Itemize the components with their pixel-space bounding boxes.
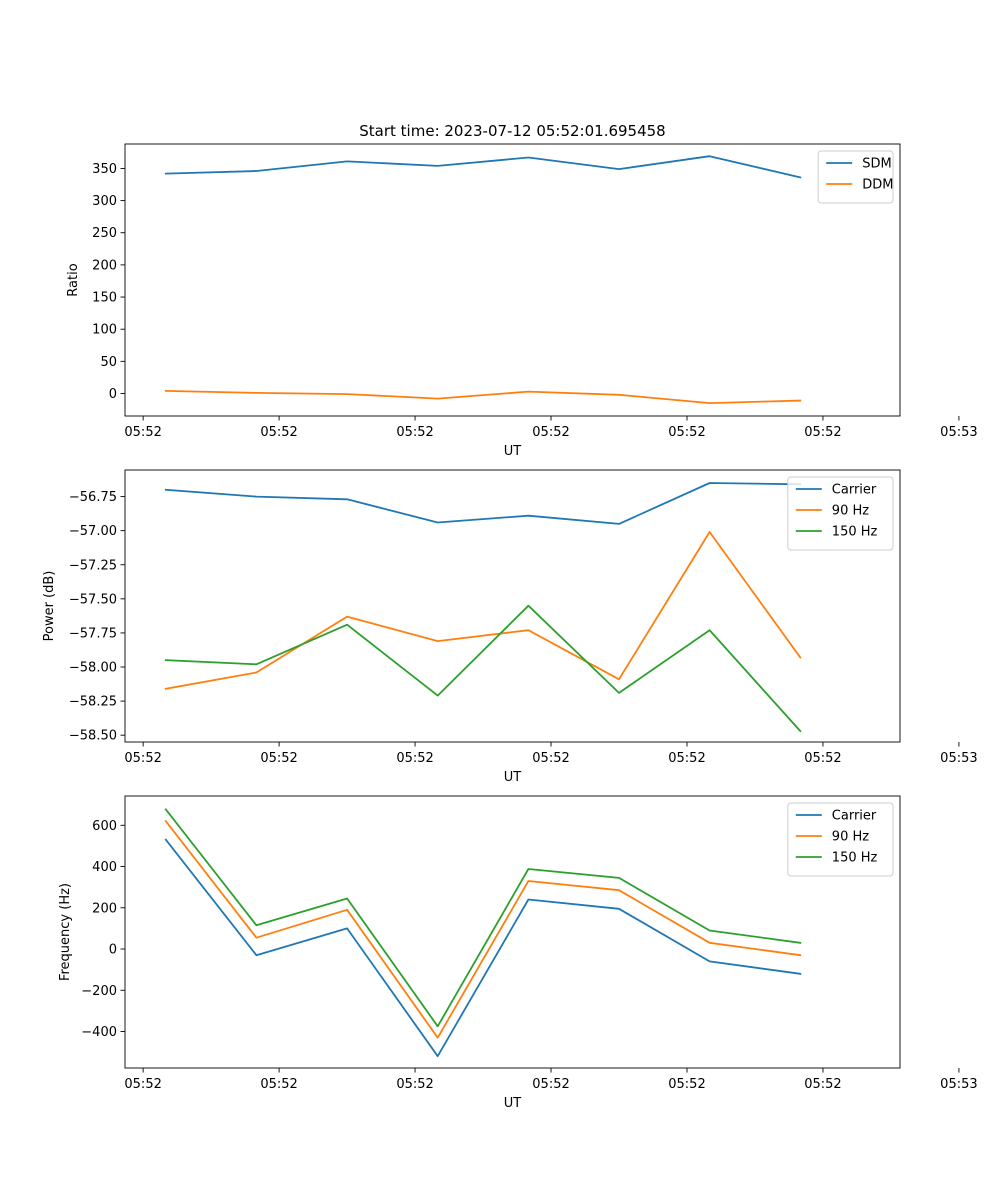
axes-frame (124, 795, 901, 1069)
y-tick-label: 600 (92, 819, 117, 834)
legend-label-90-hz: 90 Hz (832, 504, 869, 519)
legend-box (817, 150, 894, 204)
axes-frame (124, 469, 901, 743)
series-line-carrier (164, 838, 802, 1058)
x-tick-label: 05:52 (260, 1077, 297, 1092)
y-tick-label: 150 (92, 291, 117, 306)
x-tick-label: 05:53 (940, 1077, 977, 1092)
x-tick-label: 05:52 (804, 425, 841, 440)
y-tick-label: −58.50 (69, 729, 117, 744)
y-tick-label: 200 (92, 258, 117, 273)
legend: SDM DDM (817, 150, 894, 204)
x-tick-label: 05:52 (260, 425, 297, 440)
x-tick-label: 05:52 (532, 751, 569, 766)
y-tick-label: −57.50 (69, 592, 117, 607)
x-tick-label: 05:52 (532, 1077, 569, 1092)
x-tick-label: 05:52 (804, 751, 841, 766)
y-axis-label: Power (dB) (42, 571, 57, 642)
series-group (164, 808, 802, 1058)
x-tick-label: 05:52 (396, 425, 433, 440)
subplot-3: 05:52 05:52 05:52 05:52 05:52 05:52 05:53 −400 −… (58, 795, 978, 1111)
series-line-sdm (164, 155, 802, 179)
series-line-90-hz (164, 531, 802, 690)
y-tick-label: 200 (92, 901, 117, 916)
legend-label-carrier: Carrier (832, 809, 877, 824)
legend: Carrier 90 Hz 150 Hz (787, 802, 894, 877)
legend-label-ddm: DDM (862, 178, 893, 193)
y-tick-label: 0 (109, 943, 117, 958)
x-tick-label: 05:52 (396, 751, 433, 766)
y-tick-label: 300 (92, 194, 117, 209)
series-line-ddm (164, 389, 802, 405)
axes-frame (124, 143, 901, 417)
x-axis-label: UT (504, 770, 522, 785)
chart-title: Start time: 2023-07-12 05:52:01.695458 (359, 122, 665, 140)
series-line-90-hz (164, 819, 802, 1039)
y-tick-label: −57.25 (69, 558, 117, 573)
x-tick-label: 05:53 (940, 425, 977, 440)
y-tick-label: −57.75 (69, 626, 117, 641)
x-tick-label: 05:53 (940, 751, 977, 766)
y-tick-label: −400 (81, 1025, 117, 1040)
y-tick-label: 400 (92, 860, 117, 875)
y-tick-label: 50 (100, 355, 117, 370)
legend: Carrier 90 Hz 150 Hz (787, 476, 894, 551)
y-tick-label: −58.25 (69, 695, 117, 710)
legend-label-carrier: Carrier (832, 483, 877, 498)
x-tick-label: 05:52 (804, 1077, 841, 1092)
series-group (164, 482, 802, 733)
legend-label-sdm: SDM (862, 157, 891, 172)
series-group (164, 155, 802, 405)
y-tick-label: −200 (81, 984, 117, 999)
y-tick-label: 350 (92, 162, 117, 177)
legend-label-150-hz: 150 Hz (832, 851, 878, 866)
subplot-1: 05:52 05:52 05:52 05:52 05:52 05:52 05:53 0 50 10… (66, 122, 978, 459)
x-tick-label: 05:52 (668, 425, 705, 440)
y-tick-label: 0 (109, 387, 117, 402)
x-axis-label: UT (504, 444, 522, 459)
series-line-150-hz (164, 808, 802, 1028)
y-tick-label: 100 (92, 323, 117, 338)
x-tick-label: 05:52 (668, 1077, 705, 1092)
legend-label-150-hz: 150 Hz (832, 525, 878, 540)
x-axis-label: UT (504, 1096, 522, 1111)
y-tick-label: −58.00 (69, 661, 117, 676)
y-axis-label: Ratio (66, 263, 81, 296)
y-tick-label: −56.75 (69, 490, 117, 505)
series-line-carrier (164, 482, 802, 525)
subplot-2: 05:52 05:52 05:52 05:52 05:52 05:52 05:53 −58.5… (42, 469, 978, 785)
x-tick-label: 05:52 (532, 425, 569, 440)
subplots: 05:52 05:52 05:52 05:52 05:52 05:52 05:53 0 50 10… (42, 122, 978, 1111)
x-tick-label: 05:52 (124, 425, 161, 440)
series-line-150-hz (164, 604, 802, 733)
x-tick-label: 05:52 (124, 1077, 161, 1092)
legend-label-90-hz: 90 Hz (832, 830, 869, 845)
y-axis-label: Frequency (Hz) (58, 883, 73, 981)
y-tick-label: −57.00 (69, 524, 117, 539)
x-tick-label: 05:52 (260, 751, 297, 766)
x-tick-label: 05:52 (124, 751, 161, 766)
x-tick-label: 05:52 (396, 1077, 433, 1092)
x-tick-label: 05:52 (668, 751, 705, 766)
y-tick-label: 250 (92, 226, 117, 241)
